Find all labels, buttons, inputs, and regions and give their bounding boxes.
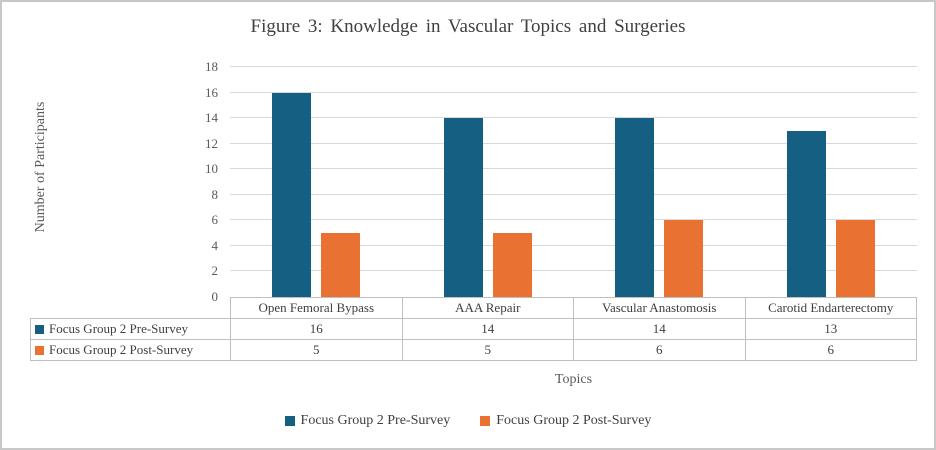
legend-swatch-icon <box>284 416 295 426</box>
bar-focus-group-2-post-survey <box>664 220 704 297</box>
bars-layer <box>230 67 917 297</box>
gridline-y-2 <box>230 270 917 272</box>
bar-focus-group-2-post-survey <box>320 233 360 297</box>
table-value-cell: 6 <box>744 339 917 361</box>
table-value-cell: 6 <box>573 339 746 361</box>
legend-label: Focus Group 2 Post-Survey <box>496 413 652 428</box>
gridline-y-18 <box>230 66 917 67</box>
y-tick-label-6: 6 <box>211 212 219 228</box>
bar-focus-group-2-pre-survey <box>443 118 483 297</box>
plot-area <box>230 66 917 297</box>
table-header-row: Open Femoral Bypass AAA Repair Vascular An… <box>31 297 917 319</box>
category-slot-3 <box>574 67 746 297</box>
y-tick-label-2: 2 <box>211 263 219 279</box>
table-value-cell: 13 <box>744 318 917 340</box>
gridline-y-6 <box>230 219 917 221</box>
legend-item: Focus Group 2 Pre-Survey <box>284 413 451 429</box>
y-tick-label-8: 8 <box>211 186 219 202</box>
bar-focus-group-2-pre-survey <box>615 118 655 297</box>
table-value-cell: 5 <box>230 339 403 361</box>
table-value-cell: 14 <box>573 318 746 340</box>
y-tick-label-14: 14 <box>205 110 218 126</box>
y-axis-title-text: Number of Participants <box>33 101 48 233</box>
series-key-icon <box>35 346 44 355</box>
y-tick-label-4: 4 <box>211 237 219 253</box>
table-series-label: Focus Group 2 Pre-Survey <box>30 318 231 340</box>
x-axis-title: Topics <box>554 372 593 387</box>
y-tick-label-0: 0 <box>211 289 219 304</box>
bar-focus-group-2-pre-survey <box>271 92 311 297</box>
legend-swatch-icon <box>480 416 491 426</box>
table-category-header: Open Femoral Bypass <box>230 297 403 319</box>
bar-focus-group-2-post-survey <box>836 220 876 297</box>
y-tick-label-10: 10 <box>205 161 218 177</box>
table-value-cell: 16 <box>230 318 403 340</box>
gridline-y-14 <box>230 117 917 119</box>
bar-focus-group-2-post-survey <box>492 233 532 297</box>
bar-focus-group-2-pre-survey <box>787 130 827 297</box>
gridline-y-8 <box>230 193 917 195</box>
data-table: Open Femoral Bypass AAA Repair Vascular An… <box>30 297 917 361</box>
chart-legend: Focus Group 2 Pre-Survey Focus Group 2 Po… <box>2 413 934 429</box>
table-series-label: Focus Group 2 Post-Survey <box>30 339 231 361</box>
series-key-icon <box>35 325 44 334</box>
table-category-header: Vascular Anastomosis <box>573 297 746 319</box>
gridline-y-10 <box>230 168 917 170</box>
gridline-y-12 <box>230 142 917 144</box>
table-category-header: AAA Repair <box>401 297 574 319</box>
chart-title: Figure 3: Knowledge in Vascular Topics a… <box>250 16 686 37</box>
table-value-cell: 14 <box>401 318 574 340</box>
table-value-cell: 5 <box>401 339 574 361</box>
category-slot-2 <box>402 67 574 297</box>
legend-label: Focus Group 2 Pre-Survey <box>300 413 451 428</box>
category-slot-1 <box>230 67 402 297</box>
y-tick-label-12: 12 <box>205 135 218 151</box>
table-row: Focus Group 2 Post-Survey 5 5 6 6 <box>30 339 917 361</box>
gridline-y-4 <box>230 244 917 246</box>
category-slot-4 <box>745 67 917 297</box>
y-tick-label-18: 18 <box>205 59 218 74</box>
table-row: Focus Group 2 Pre-Survey 16 14 14 13 <box>30 318 917 340</box>
gridline-y-16 <box>230 91 917 93</box>
table-category-header: Carotid Endarterectomy <box>744 297 917 319</box>
table-corner-cell <box>31 298 231 319</box>
y-tick-label-16: 16 <box>205 84 218 100</box>
legend-item: Focus Group 2 Post-Survey <box>480 413 651 429</box>
